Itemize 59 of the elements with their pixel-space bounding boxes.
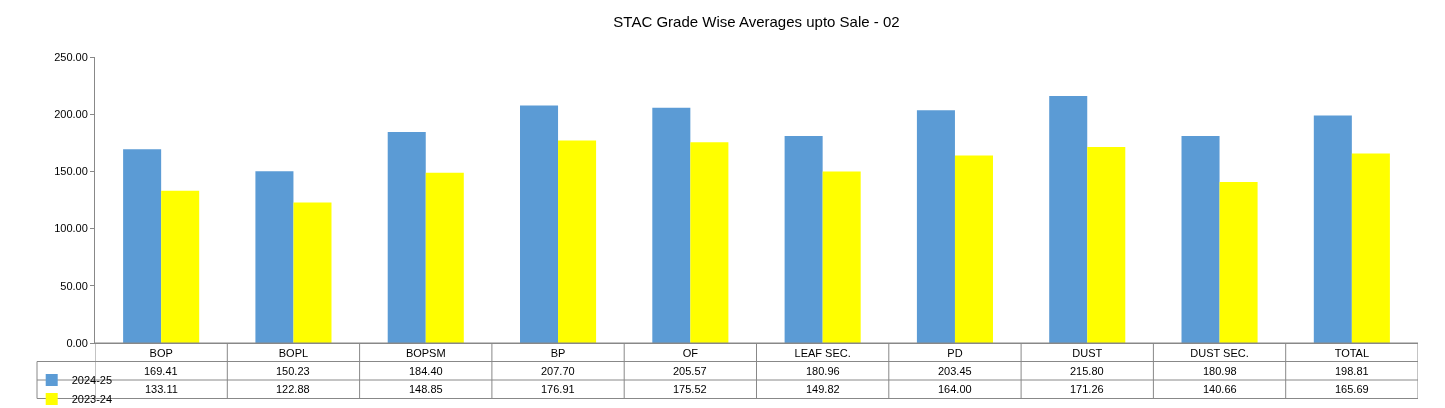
data-label: 215.80: [1070, 365, 1104, 377]
legend-label: 2023-24: [71, 393, 113, 406]
y-tick-label: 250.00: [54, 50, 88, 63]
bar: [954, 155, 993, 343]
data-label: 148.85: [409, 383, 443, 395]
data-label: 140.66: [1203, 383, 1237, 395]
bar: [1351, 153, 1390, 343]
bar: [520, 105, 559, 343]
bar: [652, 107, 691, 343]
y-tick-label: 0.00: [66, 336, 88, 349]
data-label: 198.81: [1335, 365, 1369, 377]
x-tick-label: BOPSM: [405, 347, 446, 360]
bar: [123, 149, 162, 343]
data-label: 176.91: [541, 383, 575, 395]
data-label: 203.45: [938, 365, 972, 377]
bar: [1313, 115, 1352, 343]
y-tick-label: 200.00: [54, 108, 88, 121]
x-tick-label: BOP: [149, 347, 173, 360]
x-tick-label: PD: [947, 347, 963, 360]
data-label: 180.96: [806, 365, 840, 377]
bar: [784, 135, 823, 343]
x-tick-label: BOPL: [278, 347, 309, 360]
bar: [822, 171, 861, 343]
data-label: 207.70: [541, 365, 575, 377]
bar: [916, 110, 955, 343]
y-tick-label: 150.00: [54, 165, 88, 178]
bar: [558, 140, 597, 343]
data-label: 184.40: [409, 365, 443, 377]
bar: [255, 171, 294, 343]
bar: [1087, 147, 1126, 343]
x-tick-label: OF: [682, 347, 699, 360]
data-label: 169.41: [144, 365, 178, 377]
data-label: 165.69: [1335, 383, 1369, 395]
data-label: 149.82: [806, 383, 840, 395]
x-tick-label: TOTAL: [1334, 347, 1370, 360]
data-label: 171.26: [1070, 383, 1104, 395]
y-tick-label: 50.00: [60, 279, 88, 292]
data-label: 164.00: [938, 383, 972, 395]
bar: [1181, 135, 1220, 343]
bar: [690, 142, 729, 343]
y-tick-label: 100.00: [54, 222, 88, 235]
bar: [293, 202, 332, 343]
bar: [425, 172, 464, 343]
data-label: 175.52: [673, 383, 707, 395]
data-label: 133.11: [145, 383, 178, 395]
chart-title: STAC Grade Wise Averages upto Sale - 02: [613, 12, 900, 30]
data-label: 150.23: [276, 365, 310, 377]
data-label: 180.98: [1203, 365, 1237, 377]
bar: [387, 132, 426, 343]
data-label: 205.57: [673, 365, 707, 377]
x-tick-label: BP: [550, 347, 566, 360]
bar: [161, 190, 200, 343]
data-label: 122.88: [276, 383, 310, 395]
bar: [1049, 96, 1088, 343]
x-tick-label: DUST: [1072, 347, 1103, 360]
x-tick-label: DUST SEC.: [1190, 347, 1249, 360]
bar: [1219, 182, 1258, 343]
legend-label: 2024-25: [71, 374, 113, 387]
x-tick-label: LEAF SEC.: [794, 347, 851, 360]
